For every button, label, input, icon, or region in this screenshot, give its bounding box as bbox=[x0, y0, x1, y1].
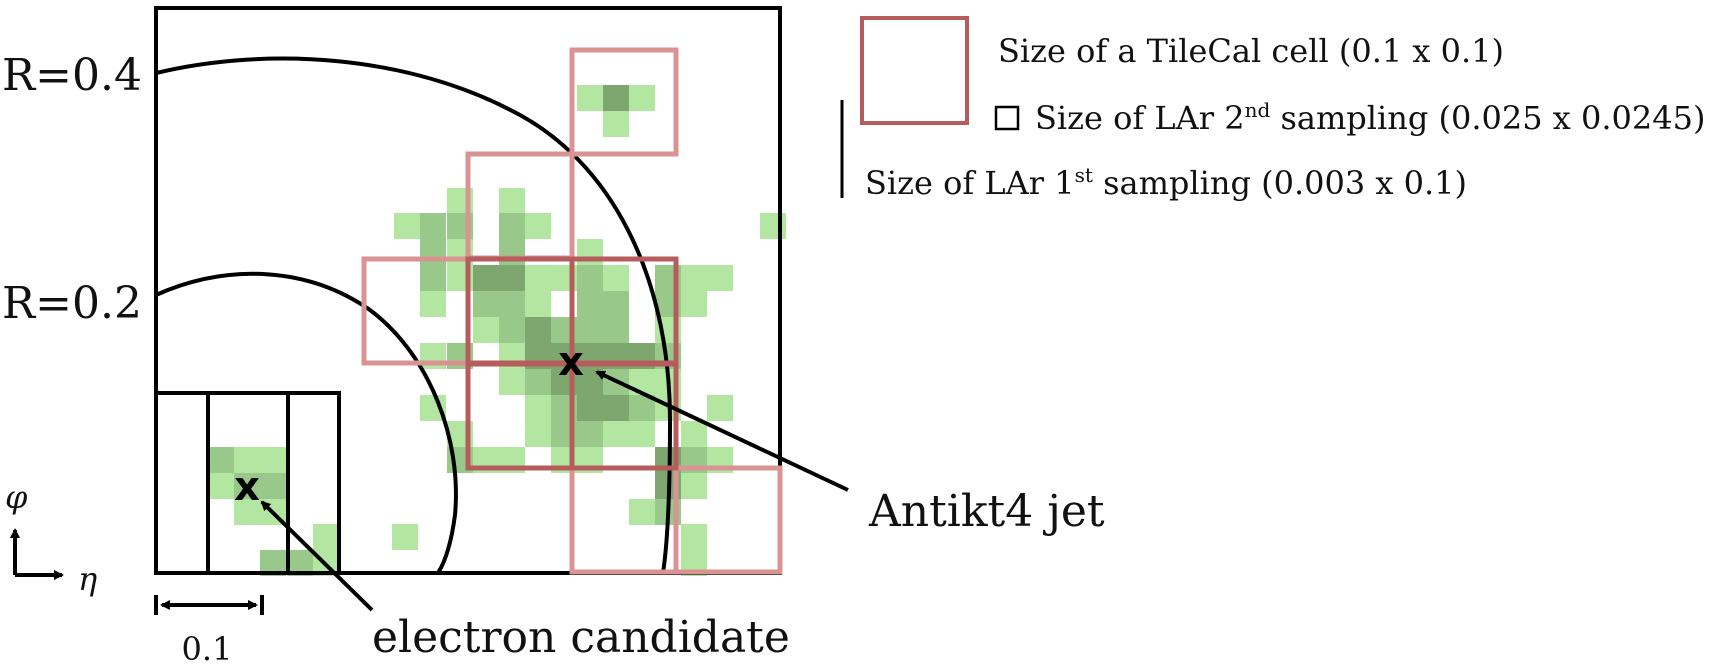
energy-cell bbox=[499, 369, 525, 395]
energy-cell bbox=[603, 85, 629, 111]
energy-cell bbox=[473, 317, 499, 343]
energy-cell bbox=[420, 291, 446, 317]
energy-cell bbox=[208, 447, 234, 473]
energy-cell bbox=[681, 291, 707, 317]
scale-bar-label: 0.1 bbox=[182, 630, 233, 664]
energy-cell bbox=[707, 265, 733, 291]
energy-cell bbox=[577, 291, 603, 317]
energy-cell bbox=[760, 213, 786, 239]
energy-cell bbox=[603, 291, 629, 317]
detector-region-frame bbox=[154, 6, 782, 575]
cone-arc-r02 bbox=[156, 271, 458, 573]
energy-cell bbox=[525, 291, 551, 317]
energy-cell bbox=[473, 291, 499, 317]
energy-cell bbox=[577, 395, 603, 421]
energy-cell bbox=[525, 317, 551, 343]
legend-lar1-text: Size of LAr 1st sampling (0.003 x 0.1) bbox=[865, 163, 1467, 202]
legend: Size of a TileCal cell (0.1 x 0.1) Size … bbox=[840, 16, 1705, 202]
energy-cell bbox=[499, 291, 525, 317]
energy-cell bbox=[234, 499, 260, 525]
electron-strip-grid bbox=[154, 391, 341, 575]
tilecal-cells bbox=[361, 47, 783, 575]
energy-cell bbox=[577, 85, 603, 111]
energy-cell bbox=[629, 499, 655, 525]
tilecal-cell-box bbox=[673, 465, 783, 575]
energy-cell bbox=[313, 524, 339, 550]
energy-cell bbox=[394, 213, 420, 239]
radius-label-r04: R=0.4 bbox=[2, 50, 142, 101]
energy-cell bbox=[499, 213, 525, 239]
energy-cell bbox=[603, 265, 629, 291]
energy-cell bbox=[603, 317, 629, 343]
scale-bar bbox=[154, 595, 264, 615]
energy-cell bbox=[525, 395, 551, 421]
energy-cell bbox=[577, 265, 603, 291]
energy-cell bbox=[603, 111, 629, 137]
energy-cell bbox=[629, 421, 655, 447]
legend-lar2-text: Size of LAr 2nd sampling (0.025 x 0.0245… bbox=[1035, 98, 1705, 137]
energy-cell bbox=[525, 213, 551, 239]
tilecal-cell-box bbox=[569, 361, 679, 471]
energy-cell bbox=[234, 473, 260, 499]
radius-label-r02: R=0.2 bbox=[2, 278, 142, 329]
energy-cell bbox=[260, 447, 286, 473]
energy-deposit-cells bbox=[208, 85, 786, 576]
electron-label: electron candidate bbox=[372, 612, 790, 663]
legend-lar2-swatch bbox=[994, 105, 1020, 131]
energy-cell bbox=[234, 447, 260, 473]
eta-phi-axes bbox=[10, 528, 64, 580]
energy-cell bbox=[499, 265, 525, 291]
energy-cell bbox=[420, 265, 446, 291]
energy-cell bbox=[420, 213, 446, 239]
eta-axis-label: η bbox=[78, 560, 97, 598]
jet-marker: x bbox=[558, 339, 584, 385]
energy-cell bbox=[260, 473, 286, 499]
energy-cell bbox=[577, 317, 603, 343]
electron-callout-arrow bbox=[260, 500, 374, 612]
energy-cell bbox=[681, 421, 707, 447]
energy-cell bbox=[499, 317, 525, 343]
energy-cell bbox=[392, 524, 418, 550]
energy-cell bbox=[525, 369, 551, 395]
energy-cell bbox=[577, 421, 603, 447]
tilecal-cell-box bbox=[569, 47, 679, 157]
energy-cell bbox=[681, 265, 707, 291]
energy-cell bbox=[681, 473, 707, 499]
electron-marker: x bbox=[234, 464, 260, 510]
energy-cell bbox=[681, 524, 707, 550]
phi-axis-label: φ bbox=[5, 478, 28, 516]
energy-cell bbox=[525, 265, 551, 291]
jet-callout-arrow bbox=[595, 370, 849, 492]
energy-cell bbox=[499, 188, 525, 214]
legend-tilecal-swatch bbox=[860, 16, 969, 125]
energy-cell bbox=[208, 473, 234, 499]
energy-cell bbox=[525, 421, 551, 447]
energy-cell bbox=[603, 395, 629, 421]
jet-label: Antikt4 jet bbox=[868, 486, 1105, 537]
energy-cell bbox=[473, 265, 499, 291]
energy-cell bbox=[707, 395, 733, 421]
energy-cell bbox=[603, 421, 629, 447]
legend-tilecal-text: Size of a TileCal cell (0.1 x 0.1) bbox=[998, 32, 1504, 70]
cone-arc-r04 bbox=[156, 56, 673, 573]
energy-cell bbox=[629, 85, 655, 111]
